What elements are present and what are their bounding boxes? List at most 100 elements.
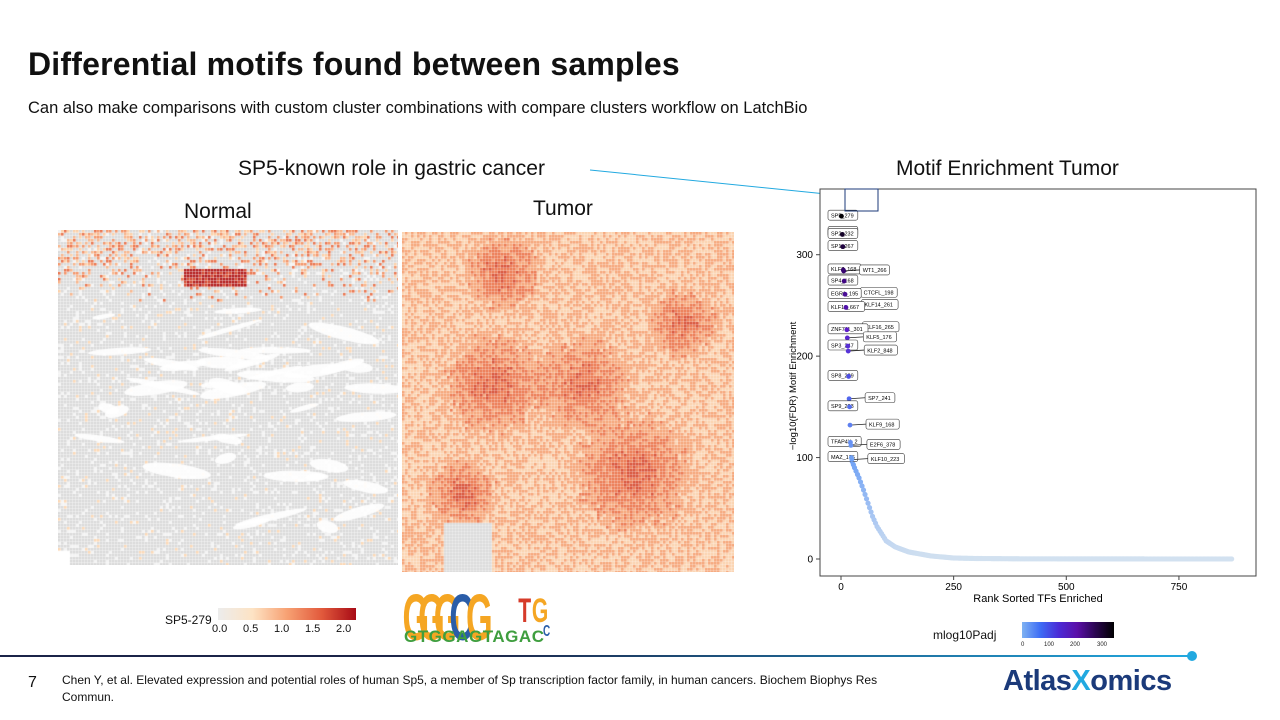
- y-tick-label: 200: [796, 352, 813, 363]
- normal-spatial-map: [58, 230, 398, 565]
- x-tick-label: 500: [1058, 582, 1075, 593]
- slide-subtitle: Can also make comparisons with custom cl…: [28, 99, 808, 117]
- brand-x: X: [1071, 665, 1091, 697]
- data-point: [863, 496, 870, 502]
- label-box: [867, 453, 905, 464]
- tumor-spatial-map: [402, 232, 734, 572]
- plot-panel: [819, 188, 1257, 577]
- color-legend-tick: 200: [1070, 642, 1081, 648]
- label-text: WT1_266: [863, 268, 887, 274]
- label-leader: [847, 336, 864, 339]
- label-text: CTCFL_198: [864, 291, 894, 297]
- label-text: KLF10_223: [871, 457, 899, 463]
- label-leader: [843, 269, 860, 272]
- label-leader: [851, 458, 868, 460]
- y-tick-label: 100: [796, 453, 813, 464]
- y-tick-label: 0: [807, 555, 813, 566]
- label-box: [863, 331, 897, 343]
- callout-label: SP5-known role in gastric cancer: [238, 157, 545, 180]
- colorbar-tick: 0.5: [243, 623, 259, 635]
- x-tick-label: 750: [1171, 582, 1188, 593]
- colorbar: [218, 608, 356, 620]
- label-text: E2F6_378: [870, 443, 895, 449]
- data-point: [862, 491, 868, 498]
- colorbar-tick: 0.0: [212, 623, 228, 635]
- x-tick-label: 0: [838, 582, 844, 593]
- x-axis-label: Rank Sorted TFs Enriched: [973, 593, 1102, 605]
- data-point: [846, 396, 852, 402]
- y-axis-label: −log10(FDR) Motif Enrichment: [788, 321, 799, 450]
- data-point: [866, 505, 873, 511]
- label-leader: [850, 444, 867, 446]
- data-point: [857, 479, 864, 485]
- colorbar-label: SP5-279: [165, 613, 212, 627]
- data-point: [856, 475, 862, 481]
- colorbar-tick: 2.0: [336, 623, 352, 635]
- data-point: [842, 291, 848, 297]
- label-text: KLF9_168: [869, 422, 894, 428]
- data-point: [840, 244, 846, 249]
- data-point: [841, 268, 847, 274]
- label-text: SP3_247: [831, 343, 854, 349]
- label-box: [827, 339, 859, 351]
- label-text: KLF2_848: [867, 348, 892, 354]
- data-point: [845, 348, 851, 354]
- data-point: [847, 404, 852, 410]
- logo-letter: G: [532, 591, 548, 629]
- data-point: [847, 422, 853, 428]
- label-box: [863, 344, 898, 356]
- color-legend-tick: 300: [1097, 642, 1108, 648]
- normal-label: Normal: [184, 200, 252, 223]
- label-text: KLF5_176: [866, 335, 891, 341]
- label-box: [859, 264, 890, 276]
- highlight-box: [844, 188, 879, 212]
- label-leader: [849, 423, 867, 426]
- data-point: [859, 483, 865, 489]
- labeled-points: SP5_279SP6_275SP2_232SP1_267KLF7_168WT1_…: [827, 209, 905, 464]
- data-point: [865, 500, 871, 506]
- sp5-motif-logo: G G G C G T G C GTGGAGTAGAC: [403, 581, 551, 650]
- enrichment-chart-title: Motif Enrichment Tumor: [896, 157, 1119, 180]
- x-tick-label: 250: [945, 582, 962, 593]
- logo-letter: G: [418, 581, 445, 650]
- data-point: [1229, 556, 1235, 562]
- logo-letter: G: [403, 581, 430, 650]
- colorbar-tick: 1.0: [274, 623, 290, 635]
- slide-title: Differential motifs found between sample…: [28, 46, 680, 82]
- footer-divider: [0, 655, 1192, 657]
- slide-number: 7: [28, 674, 37, 691]
- label-leader: [848, 349, 865, 352]
- logo-letter: C: [449, 581, 474, 650]
- label-box: [864, 392, 896, 404]
- footer-dot: [1187, 651, 1197, 661]
- color-legend-bar: [1022, 622, 1114, 638]
- data-point: [841, 278, 847, 284]
- motif-enrichment-plot: 0 100 200 300 0 250 500 750 SP5_279SP6_275SP2_…: [788, 188, 1257, 605]
- label-box: [866, 439, 901, 450]
- atlasxomics-logo: AtlasXomics: [1003, 665, 1172, 698]
- brand-part: Atlas: [1003, 665, 1072, 697]
- data-point: [845, 343, 851, 349]
- data-point: [843, 305, 849, 310]
- data-point: [839, 213, 844, 219]
- curve-points: [849, 459, 1235, 562]
- label-box: [865, 418, 900, 430]
- logo-bottom-row: GTGGAGTAGAC: [404, 627, 544, 646]
- color-legend-tick: 100: [1044, 642, 1055, 648]
- data-point: [839, 232, 845, 237]
- data-point: [844, 335, 850, 341]
- brand-part: omics: [1090, 665, 1172, 697]
- label-text: SP7_241: [868, 396, 891, 402]
- data-point: [860, 487, 867, 493]
- data-point: [846, 374, 852, 379]
- logo-letter: G: [434, 581, 461, 650]
- citation-text: Chen Y, et al. Elevated expression and p…: [62, 673, 878, 704]
- data-point: [844, 327, 850, 333]
- color-legend-label: mlog10Padj: [933, 628, 997, 642]
- label-text: TFAP4X_2: [831, 440, 858, 446]
- label-text: SP9_263: [831, 404, 854, 410]
- logo-letter: G: [466, 581, 493, 650]
- x-axis: 0 250 500 750: [838, 576, 1188, 593]
- logo-letter: T: [518, 591, 531, 629]
